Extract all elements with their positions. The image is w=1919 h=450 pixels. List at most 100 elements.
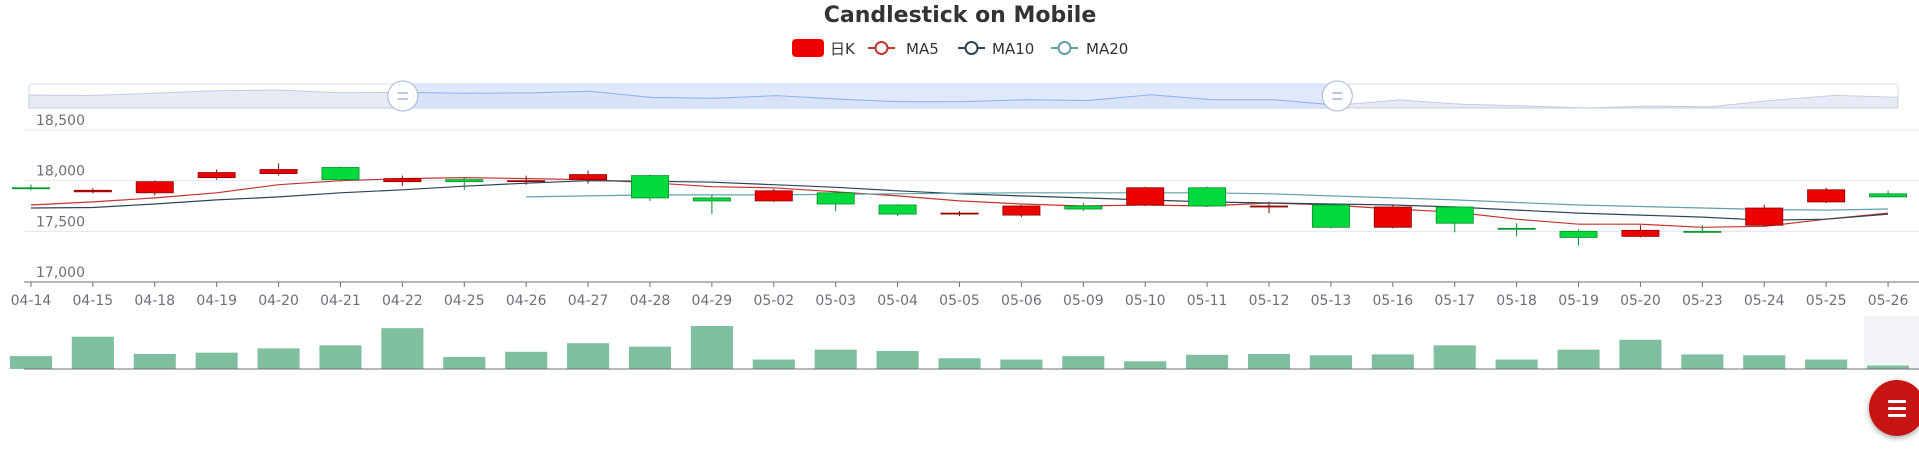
legend-ma5-label: MA5: [906, 40, 939, 58]
data-zoom-slider[interactable]: [28, 80, 1899, 112]
candle[interactable]: [878, 203, 917, 217]
candle[interactable]: [259, 163, 298, 176]
legend-daily-k-label: 日K: [830, 40, 856, 58]
candle[interactable]: [1621, 225, 1660, 238]
candle[interactable]: [1064, 202, 1103, 212]
x-tick-label: 04-22: [382, 293, 423, 309]
volume-bar: [1247, 353, 1291, 369]
x-tick-label: 05-06: [1001, 293, 1042, 309]
candle[interactable]: [1807, 187, 1846, 203]
candle-body: [383, 178, 422, 183]
candle-body: [878, 204, 917, 215]
volume-bar: [1371, 354, 1414, 369]
x-tick-label: 04-19: [196, 293, 237, 309]
volume-bar: [752, 359, 795, 369]
chart-title: Candlestick on Mobile: [824, 3, 1097, 28]
candle-body: [1126, 187, 1165, 206]
candle[interactable]: [1311, 203, 1350, 229]
candle[interactable]: [11, 184, 50, 191]
y-tick-label: 17,500: [36, 214, 85, 230]
candle[interactable]: [197, 169, 236, 180]
candle-body: [73, 189, 112, 193]
x-tick-label: 04-25: [444, 293, 485, 309]
candle-body: [692, 197, 731, 202]
x-tick-label: 05-11: [1187, 293, 1228, 309]
x-tick-label: 05-04: [877, 293, 918, 309]
menu-icon: [1888, 399, 1906, 403]
candle[interactable]: [631, 174, 669, 201]
volume-bar: [319, 345, 362, 369]
legend-daily-k-swatch: [792, 39, 824, 57]
x-tick-label: 04-14: [11, 293, 52, 309]
candle[interactable]: [692, 194, 731, 215]
menu-button[interactable]: [1869, 380, 1919, 436]
candle-body: [1621, 229, 1660, 237]
candle-body: [816, 192, 855, 205]
x-tick-label: 04-21: [320, 293, 361, 309]
y-tick-label: 18,500: [36, 113, 85, 129]
volume-series: [9, 326, 1910, 369]
x-tick-label: 04-27: [568, 293, 609, 309]
candle[interactable]: [1188, 186, 1227, 208]
legend-ma20-label: MA20: [1086, 40, 1128, 58]
candle[interactable]: [321, 166, 360, 182]
candle-body: [1311, 204, 1350, 228]
candle-body: [507, 180, 546, 183]
data-zoom-selected-preview: [402, 90, 1338, 106]
y-tick-label: 18,000: [36, 164, 85, 180]
candle[interactable]: [940, 211, 979, 217]
candle[interactable]: [1559, 229, 1598, 246]
x-tick-label: 05-23: [1682, 293, 1723, 309]
candle[interactable]: [569, 170, 608, 184]
candle-body: [1807, 189, 1846, 203]
candle[interactable]: [1002, 204, 1041, 218]
volume-bar: [628, 346, 672, 369]
data-zoom-handle-right[interactable]: [1321, 80, 1353, 112]
candle[interactable]: [1497, 223, 1536, 237]
x-tick-label: 05-16: [1372, 293, 1413, 309]
candle-body: [754, 190, 793, 202]
data-zoom-selected-range[interactable]: [402, 84, 1338, 108]
candle[interactable]: [1869, 190, 1908, 198]
candle-body: [1497, 227, 1536, 230]
x-tick-label: 04-28: [630, 293, 671, 309]
x-tick-label: 04-20: [258, 293, 299, 309]
candle[interactable]: [754, 188, 793, 202]
legend-item-ma10[interactable]: MA10: [958, 40, 1034, 58]
candle-body: [135, 181, 174, 194]
data-zoom-handle-left[interactable]: [387, 80, 419, 112]
x-tick-label: 05-13: [1311, 293, 1352, 309]
candle[interactable]: [507, 175, 546, 185]
candle-body: [321, 167, 360, 181]
candle[interactable]: [445, 177, 484, 190]
legend-item-ma5[interactable]: MA5: [868, 40, 939, 58]
candle-body: [259, 169, 298, 174]
candle[interactable]: [816, 190, 855, 212]
moving-average-lines: [30, 176, 1889, 228]
data-zoom-handle-right-knob[interactable]: [1321, 80, 1353, 112]
candle[interactable]: [383, 175, 422, 186]
candle[interactable]: [1373, 204, 1412, 229]
candle-body: [631, 175, 669, 199]
candle[interactable]: [1745, 204, 1784, 227]
candle[interactable]: [135, 180, 174, 196]
x-tick-label: 05-05: [939, 293, 980, 309]
legend-ma20-marker: [1057, 41, 1072, 55]
legend-item-daily-k[interactable]: 日K: [792, 39, 856, 58]
x-tick-label: 05-09: [1063, 293, 1104, 309]
data-zoom-handle-left-knob[interactable]: [387, 80, 419, 112]
volume-bar: [257, 348, 300, 369]
candle[interactable]: [1435, 206, 1474, 233]
candle[interactable]: [1250, 201, 1288, 214]
candle[interactable]: [1683, 225, 1722, 234]
volume-bar: [690, 326, 733, 369]
x-tick-label: 04-18: [134, 293, 175, 309]
candle[interactable]: [1126, 186, 1165, 206]
menu-icon: [1888, 406, 1906, 410]
candlestick-series: [11, 163, 1908, 246]
legend-item-ma20[interactable]: MA20: [1051, 40, 1128, 58]
ma5-line: [30, 176, 1889, 228]
candle-body: [11, 187, 50, 190]
y-axis-tick-labels: 18,500 18,000 17,500 17,000: [36, 113, 85, 281]
candle[interactable]: [73, 188, 112, 194]
